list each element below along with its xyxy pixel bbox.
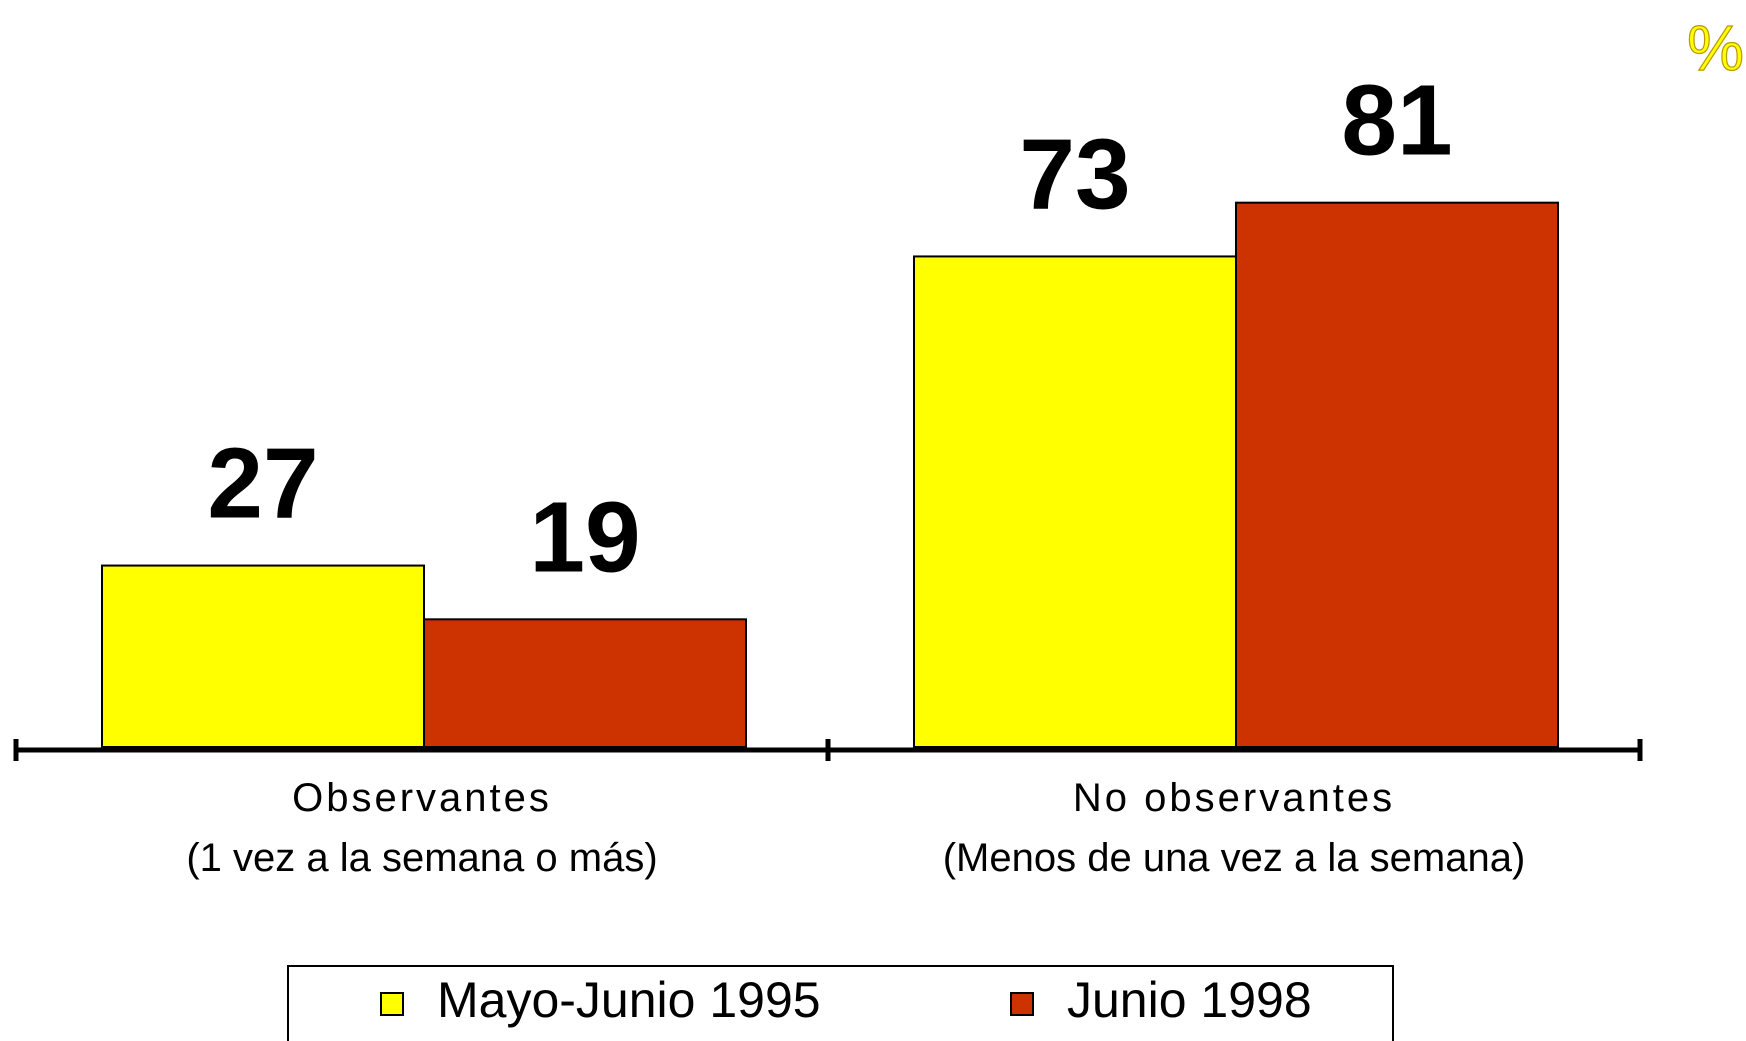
value-label: 73 <box>1019 118 1130 230</box>
legend-label: Junio 1998 <box>1067 972 1312 1028</box>
value-label: 19 <box>529 481 640 593</box>
x-tick-label: (1 vez a la semana o más) <box>186 836 657 880</box>
legend-swatch <box>1010 992 1034 1016</box>
x-tick-label: No observantes <box>1073 776 1395 820</box>
unit-label: % <box>1687 12 1744 84</box>
bar <box>913 255 1237 748</box>
bar <box>1235 201 1559 748</box>
legend-label: Mayo-Junio 1995 <box>437 972 821 1028</box>
bar <box>101 564 425 748</box>
value-label: 81 <box>1341 65 1452 177</box>
bar <box>423 618 747 749</box>
x-tick-label: Observantes <box>292 776 552 820</box>
x-tick-label: (Menos de una vez a la semana) <box>943 836 1526 880</box>
legend-swatch <box>380 992 404 1016</box>
legend <box>287 965 1394 1041</box>
value-label: 27 <box>207 428 318 540</box>
